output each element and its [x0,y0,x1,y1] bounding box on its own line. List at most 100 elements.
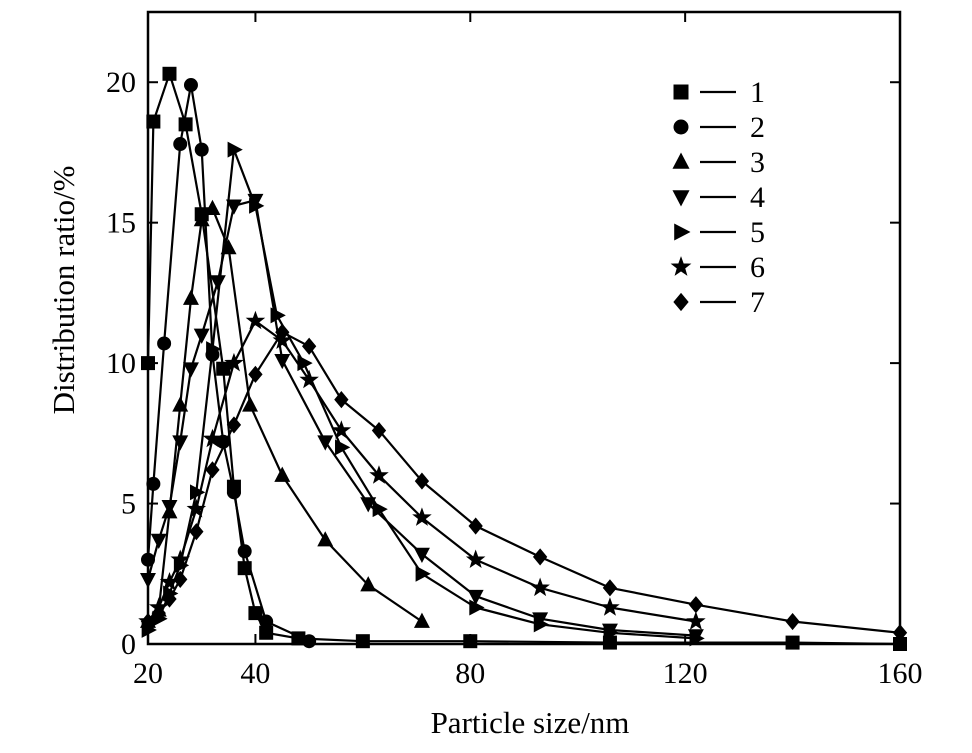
data-point [413,547,430,563]
data-point [469,599,485,616]
data-point [248,365,263,383]
data-point [209,275,226,291]
data-point [530,577,550,597]
x-tick-label: 160 [878,657,923,690]
data-point [275,323,290,341]
data-point [183,78,198,93]
data-point [140,612,156,631]
legend-label: 6 [750,251,765,284]
data-point [237,544,252,559]
data-point [360,497,377,513]
series-line [147,207,423,623]
data-point [140,573,156,589]
data-point [686,611,706,630]
data-point [274,353,291,370]
y-tick-label: 15 [106,207,136,240]
data-point [157,336,172,351]
data-point [242,396,259,412]
data-point [892,624,908,642]
data-point [141,552,155,567]
data-point [532,548,548,566]
data-point [172,396,189,412]
data-point [225,199,242,215]
series-line [146,83,310,643]
data-point [162,590,177,608]
y-axis-title: Distribution ratio/% [46,166,81,415]
data-point [172,435,189,451]
data-point [371,421,387,440]
data-point [146,476,161,491]
series-group [138,66,908,651]
data-point [189,484,206,501]
data-point [150,533,167,549]
data-point [194,142,209,157]
data-point [227,141,243,158]
x-tick-label: 120 [663,657,708,690]
legend-marker [674,223,691,241]
legend-label: 5 [750,216,765,249]
series-6 [138,310,706,630]
data-point [468,517,483,535]
data-point [467,589,484,606]
series-line [146,72,901,646]
data-point [248,606,263,621]
x-tick-label: 20 [133,657,163,690]
x-tick-label: 40 [240,657,270,690]
data-point [602,579,618,597]
legend-marker [673,119,689,135]
data-point [182,362,199,378]
y-tick-label: 5 [121,488,136,521]
data-point [369,465,389,484]
y-tick-label: 0 [121,628,136,661]
data-point [301,337,317,355]
data-point [226,485,241,500]
data-point [334,391,349,409]
data-point [785,635,800,650]
data-point [189,523,204,541]
x-tick-label: 80 [455,657,485,690]
data-point [335,439,351,456]
legend-marker [672,190,690,207]
data-point [204,199,221,215]
data-point [224,352,244,372]
data-point [465,549,486,569]
data-point [600,597,620,616]
data-point [173,570,188,588]
data-point [533,616,549,633]
data-point [689,630,705,647]
data-point [193,210,210,227]
data-point [415,565,431,582]
data-point [141,356,155,371]
legend-marker [670,256,692,276]
x-axis-title: Particle size/nm [431,705,630,740]
legend-label: 3 [750,146,765,179]
data-point [173,137,188,152]
data-point [413,612,430,628]
data-point [182,289,199,305]
legend-label: 4 [750,181,765,214]
legend-label: 2 [750,111,765,144]
data-point [688,596,704,614]
data-point [317,531,334,547]
data-point [372,501,388,518]
data-point [245,310,266,330]
data-point [205,461,220,479]
series-1 [141,66,907,651]
data-point [785,612,800,631]
data-point [202,428,223,448]
legend-marker [673,292,689,312]
data-point [274,466,291,482]
data-point [249,197,265,214]
data-point [412,507,432,526]
data-point [161,500,178,516]
legend-marker [672,152,690,169]
legend-marker [673,84,689,100]
data-point [162,66,177,81]
data-point [146,114,161,129]
series-7 [140,323,908,642]
data-point [216,361,231,376]
data-point [360,576,377,592]
